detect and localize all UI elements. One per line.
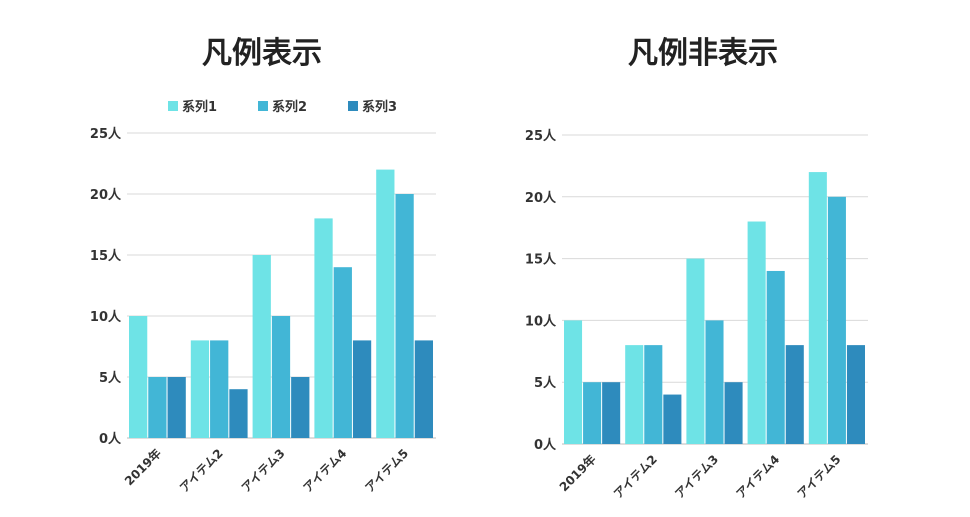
x-category-label: アイテム4 <box>733 452 782 501</box>
x-category-label: アイテム3 <box>672 452 721 501</box>
bar <box>376 169 395 438</box>
bar <box>766 270 785 444</box>
bar <box>663 394 682 444</box>
legend-entry: 系列3 <box>362 99 397 115</box>
y-tick-label: 10人 <box>525 313 557 329</box>
bar <box>724 382 743 444</box>
bar <box>167 377 186 438</box>
bar <box>564 320 583 444</box>
bar <box>352 340 372 438</box>
y-tick-label: 15人 <box>525 252 557 268</box>
legend-swatch <box>348 101 358 111</box>
y-tick-label: 10人 <box>90 309 122 325</box>
bar <box>414 340 433 438</box>
bar <box>583 382 602 444</box>
legend-entry: 系列2 <box>272 99 307 115</box>
bar <box>271 316 291 438</box>
bar <box>229 389 248 438</box>
chart-title: 凡例非表示 <box>628 36 778 71</box>
bar <box>395 194 414 438</box>
bar <box>602 382 621 444</box>
y-tick-label: 15人 <box>90 248 122 264</box>
legend: 系列1 系列2 系列3 <box>168 99 397 115</box>
x-category-label: アイテム3 <box>239 446 288 495</box>
y-tick-label: 20人 <box>90 187 122 203</box>
x-category-label: アイテム5 <box>362 446 411 495</box>
bar <box>252 255 271 438</box>
legend-entry: 系列1 <box>182 99 217 115</box>
bar <box>827 196 846 444</box>
bar <box>747 221 766 444</box>
bar <box>333 267 352 438</box>
x-category-label: アイテム5 <box>795 452 844 501</box>
bar <box>644 345 663 444</box>
y-tick-label: 25人 <box>90 126 122 142</box>
bar <box>705 320 724 444</box>
bar <box>291 377 310 438</box>
y-tick-label: 25人 <box>525 128 557 144</box>
bar <box>148 377 167 438</box>
x-category-label: アイテム4 <box>301 446 350 495</box>
x-category-label: 2019年 <box>121 446 164 489</box>
chart-title: 凡例表示 <box>202 36 322 71</box>
x-category-label: アイテム2 <box>611 452 660 501</box>
bar <box>808 172 827 444</box>
y-tick-label: 20人 <box>525 190 557 206</box>
y-tick-label: 5人 <box>534 375 557 391</box>
y-tick-label: 5人 <box>99 370 122 386</box>
bar <box>210 340 229 438</box>
bar <box>190 340 210 438</box>
x-category-label: 2019年 <box>556 452 599 495</box>
bar <box>686 258 705 444</box>
bar <box>314 218 333 438</box>
y-tick-label: 0人 <box>534 437 557 453</box>
bar <box>625 345 644 444</box>
y-tick-label: 0人 <box>99 431 122 447</box>
chart-1: 凡例表示 0人 5人 10人 15人 20人 25人 2019年 アイテム2 アイテム3 アイテム4… <box>90 36 436 495</box>
legend-swatch <box>168 101 178 111</box>
x-category-label: アイテム2 <box>177 446 226 495</box>
bar <box>785 345 804 444</box>
legend-swatch <box>258 101 268 111</box>
bar <box>846 345 865 444</box>
bar <box>129 316 148 438</box>
